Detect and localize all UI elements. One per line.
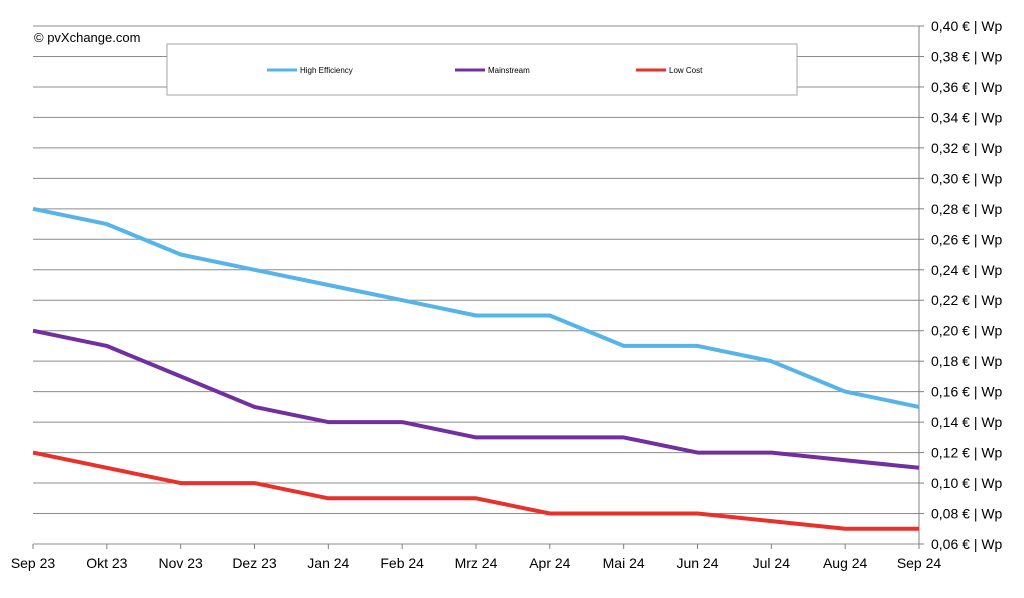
y-tick-label: 0,40 € | Wp bbox=[931, 18, 1003, 34]
y-tick-label: 0,12 € | Wp bbox=[931, 445, 1003, 461]
x-tick-label: Sep 23 bbox=[11, 555, 56, 571]
x-tick-label: Aug 24 bbox=[823, 555, 868, 571]
x-tick-label: Dez 23 bbox=[232, 555, 277, 571]
y-tick-labels: 0,06 € | Wp 0,08 € | Wp 0,10 € | Wp 0,12 € … bbox=[919, 18, 1003, 552]
y-tick-label: 0,06 € | Wp bbox=[931, 536, 1003, 552]
y-tick-label: 0,22 € | Wp bbox=[931, 292, 1003, 308]
y-tick-label: 0,14 € | Wp bbox=[931, 414, 1003, 430]
x-tick-label: Sep 24 bbox=[897, 555, 942, 571]
y-tick-label: 0,10 € | Wp bbox=[931, 475, 1003, 491]
x-tick-labels: Sep 23 Okt 23 Nov 23 Dez 23 Jan 24 Feb 24 Mrz … bbox=[11, 544, 942, 571]
watermark: © pvXchange.com bbox=[34, 30, 140, 45]
y-tick-label: 0,20 € | Wp bbox=[931, 323, 1003, 339]
legend: High Efficiency Mainstream Low Cost bbox=[166, 43, 798, 96]
y-tick-label: 0,36 € | Wp bbox=[931, 79, 1003, 95]
x-tick-label: Feb 24 bbox=[380, 555, 424, 571]
x-tick-label: Nov 23 bbox=[158, 555, 203, 571]
y-tick-label: 0,34 € | Wp bbox=[931, 109, 1003, 125]
x-tick-label: Mrz 24 bbox=[455, 555, 498, 571]
y-tick-label: 0,32 € | Wp bbox=[931, 140, 1003, 156]
x-tick-label: Jun 24 bbox=[676, 555, 718, 571]
x-tick-label: Okt 23 bbox=[86, 555, 127, 571]
y-tick-label: 0,28 € | Wp bbox=[931, 201, 1003, 217]
series-line bbox=[32, 328, 920, 470]
x-tick-label: Jul 24 bbox=[753, 555, 791, 571]
y-tick-label: 0,18 € | Wp bbox=[931, 353, 1003, 369]
series-line bbox=[32, 450, 919, 531]
series-lines bbox=[32, 206, 920, 531]
x-tick-label: Jan 24 bbox=[307, 555, 349, 571]
legend-label: High Efficiency bbox=[300, 66, 353, 75]
y-tick-label: 0,26 € | Wp bbox=[931, 231, 1003, 247]
legend-label: Low Cost bbox=[669, 66, 703, 75]
y-tick-label: 0,38 € | Wp bbox=[931, 48, 1003, 64]
y-tick-label: 0,30 € | Wp bbox=[931, 170, 1003, 186]
x-tick-label: Apr 24 bbox=[529, 555, 570, 571]
series-line bbox=[32, 206, 920, 409]
y-tick-label: 0,16 € | Wp bbox=[931, 384, 1003, 400]
gridlines bbox=[33, 25, 919, 545]
legend-label: Mainstream bbox=[488, 66, 530, 75]
y-tick-label: 0,24 € | Wp bbox=[931, 262, 1003, 278]
y-tick-label: 0,08 € | Wp bbox=[931, 506, 1003, 522]
x-tick-label: Mai 24 bbox=[603, 555, 645, 571]
